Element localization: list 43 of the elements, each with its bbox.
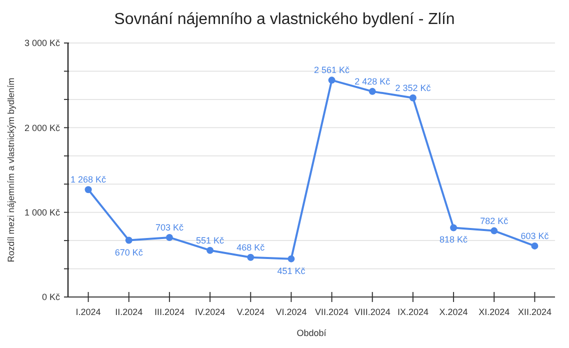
data-label: 451 Kč (277, 266, 306, 276)
point (84, 186, 92, 194)
data-label: 2 352 Kč (395, 82, 432, 93)
y-tick-label: 2 000 Kč (24, 122, 60, 133)
y-tick-label: 3 000 Kč (24, 38, 60, 48)
point (328, 76, 336, 84)
y-tick-label: 1 000 Kč (24, 207, 60, 218)
data-label: 468 Kč (236, 242, 266, 252)
x-tick-label: X.2024 (439, 307, 468, 317)
point (247, 254, 254, 261)
point (450, 224, 458, 232)
chart-title: Sovnání nájemního a vlastnického bydlení - Zlín (114, 11, 455, 28)
data-label: 1 268 Kč (70, 174, 107, 185)
point (531, 242, 538, 250)
point (368, 88, 376, 95)
x-tick-label: I.2024 (76, 307, 101, 317)
x-tick-label: IX.2024 (397, 307, 428, 317)
x-tick-label: IV.2024 (194, 307, 226, 317)
x-tick-label: XII.2024 (518, 307, 552, 317)
x-tick-label: VI.2024 (276, 307, 307, 317)
data-label: 782 Kč (480, 216, 509, 226)
point (409, 94, 416, 102)
y-tick-label: 0 Kč (42, 292, 60, 302)
point (288, 255, 295, 262)
data-label: 703 Kč (155, 222, 184, 232)
data-label: 603 Kč (520, 230, 550, 241)
data-label: 2 428 Kč (354, 76, 391, 86)
x-tick-label: XI.2024 (478, 307, 510, 317)
data-label: 2 561 Kč (314, 65, 350, 76)
x-axis-title: Období (296, 328, 327, 338)
point (125, 236, 132, 244)
data-label: 670 Kč (114, 247, 144, 258)
point (206, 246, 214, 254)
y-axis-title: Rozdíl mezi nájemním a vlastnickým bydlením (6, 78, 16, 262)
data-label: 551 Kč (196, 235, 225, 246)
x-tick-label: VII.2024 (315, 307, 349, 317)
x-tick-label: II.2024 (115, 307, 143, 317)
point (490, 227, 498, 234)
data-label: 818 Kč (440, 234, 468, 245)
x-tick-label: III.2024 (154, 307, 184, 317)
point (166, 234, 173, 241)
x-tick-label: V.2024 (236, 307, 264, 317)
x-tick-label: VIII.2024 (354, 307, 390, 317)
